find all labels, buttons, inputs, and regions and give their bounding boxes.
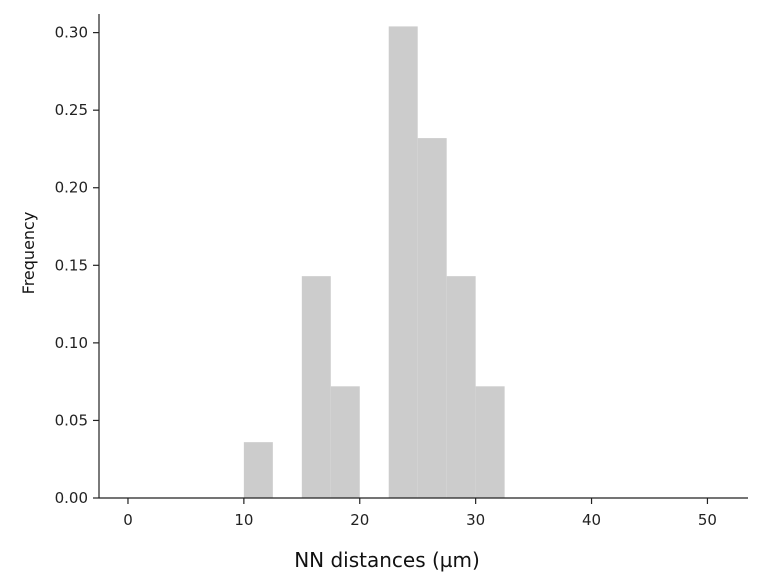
histogram-bar-0: [243, 442, 273, 498]
x-tick-label-0: 0: [123, 511, 133, 529]
histogram-bars: [243, 26, 505, 499]
x-tick-label-2: 20: [350, 511, 369, 529]
x-axis-label: NN distances (µm): [294, 548, 480, 572]
x-tick-label-5: 50: [698, 511, 717, 529]
y-tick-label-4: 0.20: [55, 179, 88, 197]
y-axis-ticks: 0.00 0.05 0.10 0.15 0.20 0.25 0.30: [55, 24, 99, 507]
x-axis-ticks: 0 10 20 30 40 50: [123, 498, 717, 529]
y-tick-label-5: 0.25: [55, 101, 88, 119]
histogram-bar-4: [417, 138, 447, 498]
y-tick-label-3: 0.15: [55, 256, 88, 274]
axes: [98, 14, 748, 499]
y-tick-label-6: 0.30: [55, 24, 88, 42]
histogram-bar-6: [475, 386, 505, 498]
histogram-bar-3: [388, 26, 418, 499]
y-tick-label-0: 0.00: [55, 489, 88, 507]
y-axis-label: Frequency: [19, 212, 38, 295]
histogram-bar-1: [301, 276, 331, 498]
x-tick-label-4: 40: [582, 511, 601, 529]
y-tick-label-2: 0.10: [55, 334, 88, 352]
histogram-bar-2: [330, 386, 360, 498]
histogram-bar-5: [446, 276, 476, 498]
x-tick-label-3: 30: [466, 511, 485, 529]
y-tick-label-1: 0.05: [55, 411, 88, 429]
x-tick-label-1: 10: [234, 511, 253, 529]
